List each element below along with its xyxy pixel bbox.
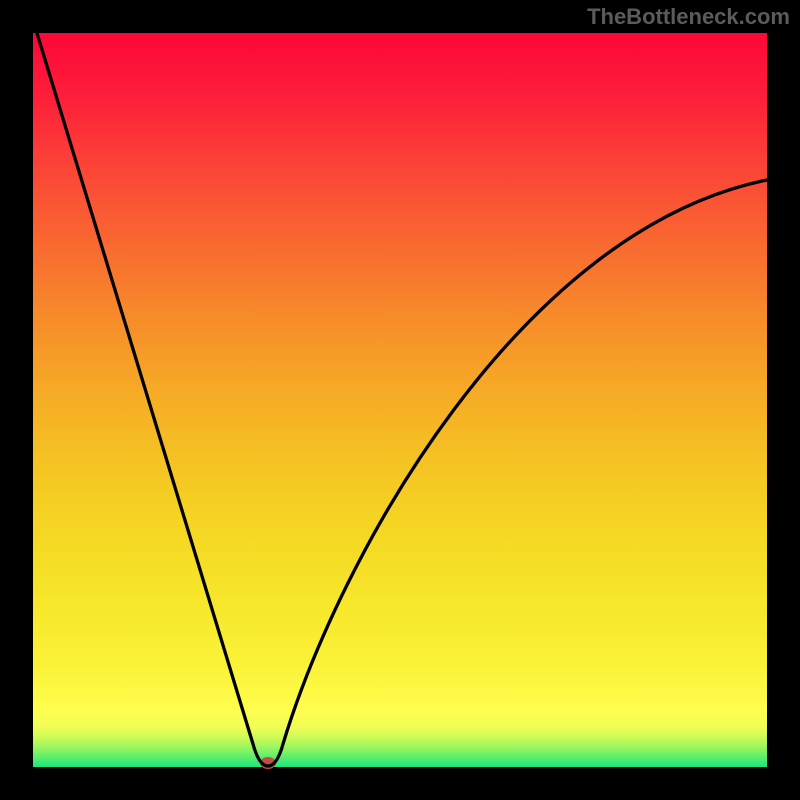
- watermark-text: TheBottleneck.com: [587, 4, 790, 30]
- chart-container: TheBottleneck.com: [0, 0, 800, 800]
- curve-layer: [33, 33, 767, 767]
- plot-area: [33, 33, 767, 767]
- bottleneck-curve: [33, 20, 767, 766]
